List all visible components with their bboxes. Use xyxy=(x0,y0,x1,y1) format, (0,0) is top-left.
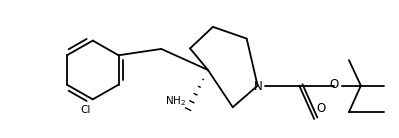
Text: NH$_2$: NH$_2$ xyxy=(165,94,186,108)
Text: O: O xyxy=(316,102,326,115)
Text: O: O xyxy=(330,78,339,91)
Text: Cl: Cl xyxy=(80,105,91,115)
Text: N: N xyxy=(254,80,263,93)
